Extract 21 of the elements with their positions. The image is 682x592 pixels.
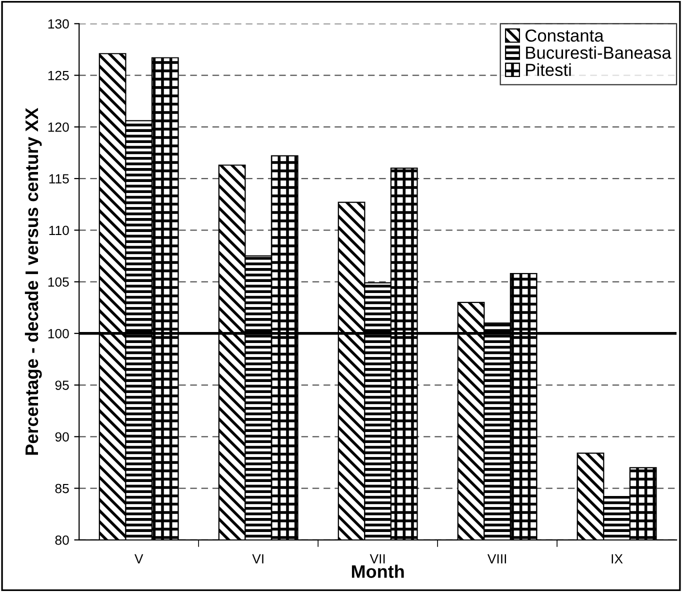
y-tick-label: 100: [48, 328, 69, 338]
y-tick-label: 95: [55, 380, 69, 390]
y-tick-label: 90: [55, 432, 69, 442]
y-tick-label: 120: [48, 122, 69, 132]
x-tick-label: VII: [370, 554, 385, 564]
x-tick-label: IX: [612, 554, 623, 564]
x-tick-label: VIII: [487, 554, 506, 564]
y-tick-label: 105: [48, 277, 69, 287]
y-tick-label: 115: [49, 174, 69, 184]
y-tick-label: 85: [55, 484, 69, 494]
x-axis-title: Month: [352, 564, 404, 578]
y-axis-title: Percentage - decade I versus century XX: [24, 108, 42, 455]
y-tick-label: 80: [55, 535, 69, 545]
x-tick-label: V: [134, 554, 144, 564]
legend-label: Bucuresti-Baneasa: [526, 46, 672, 59]
y-tick-label: 110: [49, 226, 69, 236]
y-tick-label: 130: [48, 19, 69, 29]
legend-label: Pitesti: [526, 63, 571, 76]
x-tick-label: VI: [252, 554, 264, 564]
y-tick-label: 125: [48, 70, 69, 80]
legend-label: Constanta: [526, 29, 604, 42]
